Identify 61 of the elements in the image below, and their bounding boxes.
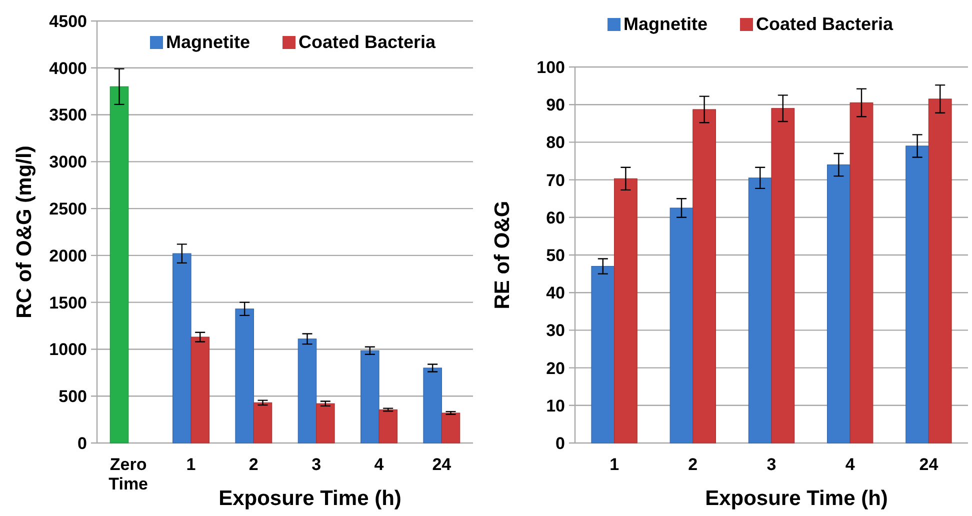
y-tick-label: 0 [556,434,565,453]
y-tick-label: 40 [546,284,565,303]
bar [316,403,335,444]
y-tick-label: 2000 [49,246,87,266]
y-tick-label: 1000 [49,340,87,360]
bar [850,102,874,444]
y-tick-label: 500 [58,387,87,406]
y-tick-label: 20 [546,358,565,378]
x-tick-label: 24 [919,455,939,474]
bar [423,368,442,444]
x-tick-label: Zero Time [108,455,148,494]
x-tick-label: 24 [432,455,452,474]
legend-label: Magnetite [624,14,708,34]
bar [298,338,317,444]
y-tick-label: 4500 [49,12,87,31]
y-tick-label: 3500 [49,106,87,125]
x-tick-label: 3 [312,455,322,474]
bar [906,146,929,444]
y-tick-label: 1500 [49,293,87,312]
y-tick-label: 60 [546,208,565,228]
y-tick-label: 10 [546,396,565,416]
x-tick-label: 1 [186,455,196,474]
x-axis-title: Exposure Time (h) [218,487,402,510]
y-tick-label: 50 [546,246,565,265]
y-tick-label: 90 [546,96,565,115]
x-tick-label: 2 [248,455,258,474]
bar [771,108,795,444]
bar [692,109,716,444]
bar [670,208,694,444]
x-tick-label: 4 [845,455,856,474]
bar [190,336,210,444]
bar [441,412,460,444]
bar [360,350,380,444]
legend-label: Coated Bacteria [756,14,894,34]
y-tick-label: 4000 [49,58,87,78]
legend-label: Magnetite [166,32,250,52]
x-tick-label: 2 [688,455,698,474]
y-tick-label: 2500 [49,200,87,219]
y-tick-label: 70 [546,170,565,190]
bar [253,402,272,444]
bar [827,164,850,444]
x-tick-label: 4 [374,455,384,474]
y-tick-label: 80 [546,133,565,152]
bar [614,178,638,444]
y-axis-title: RC of O&G (mg/l) [13,146,36,318]
bar [378,409,398,444]
y-tick-label: 30 [546,321,565,340]
bar [928,98,952,444]
y-tick-label: 100 [536,58,565,77]
bar [591,266,615,444]
x-axis-title: Exposure Time (h) [705,487,888,510]
y-tick-label: 3000 [49,152,87,172]
bar [172,253,192,444]
x-tick-label: 1 [610,455,620,474]
bar [235,308,254,444]
bar [110,86,129,444]
bar [748,178,772,444]
y-tick-label: 0 [78,434,87,453]
y-axis-title: RE of O&G [491,200,514,310]
x-tick-label: 3 [766,455,776,474]
legend-label: Coated Bacteria [298,32,437,52]
